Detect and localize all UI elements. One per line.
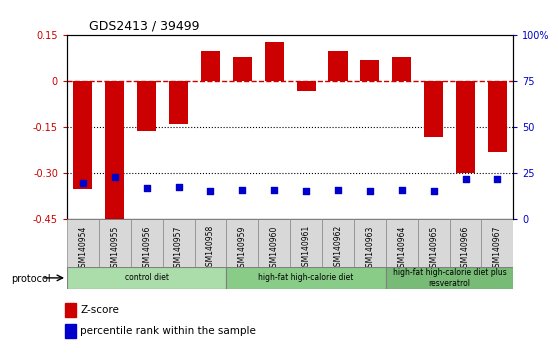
Text: Z-score: Z-score [80, 305, 119, 315]
Text: GSM140967: GSM140967 [493, 225, 502, 272]
Text: GSM140957: GSM140957 [174, 225, 183, 272]
Text: percentile rank within the sample: percentile rank within the sample [80, 326, 256, 336]
Bar [296, 81, 316, 91]
Bar [418, 219, 450, 267]
Point [79, 180, 88, 185]
Bar [329, 51, 348, 81]
Bar [233, 57, 252, 81]
Bar [386, 219, 418, 267]
Bar [99, 219, 131, 267]
Text: control diet: control diet [124, 273, 169, 282]
Bar [137, 81, 156, 131]
Bar [131, 219, 162, 267]
Text: GSM140954: GSM140954 [79, 225, 88, 272]
Bar [424, 81, 443, 137]
Text: GSM140966: GSM140966 [461, 225, 470, 272]
Bar [65, 303, 76, 317]
Bar [322, 219, 354, 267]
Point [142, 185, 151, 191]
Point [110, 174, 119, 180]
Bar [386, 267, 513, 289]
Bar [67, 219, 99, 267]
Bar [354, 219, 386, 267]
Text: GSM140955: GSM140955 [110, 225, 119, 272]
Bar [201, 51, 220, 81]
Point [397, 188, 406, 193]
Bar [392, 57, 411, 81]
Point [238, 188, 247, 193]
Bar [195, 219, 227, 267]
Text: GSM140958: GSM140958 [206, 225, 215, 272]
Bar [482, 219, 513, 267]
Text: GSM140959: GSM140959 [238, 225, 247, 272]
Point [334, 187, 343, 193]
Bar [162, 219, 195, 267]
Point [365, 188, 374, 194]
Text: GSM140963: GSM140963 [365, 225, 374, 272]
Bar [227, 267, 386, 289]
Text: protocol: protocol [11, 274, 51, 284]
Text: GSM140965: GSM140965 [429, 225, 438, 272]
Point [493, 176, 502, 182]
Point [174, 184, 183, 190]
Text: GSM140962: GSM140962 [334, 225, 343, 272]
Bar [488, 81, 507, 152]
Bar [105, 81, 124, 235]
Bar [258, 219, 290, 267]
Text: high-fat high-calorie diet: high-fat high-calorie diet [258, 273, 354, 282]
Text: high-fat high-calorie diet plus
resveratrol: high-fat high-calorie diet plus resverat… [393, 268, 507, 287]
Bar [450, 219, 482, 267]
Bar [290, 219, 322, 267]
Text: GDS2413 / 39499: GDS2413 / 39499 [89, 20, 200, 33]
Text: GSM140964: GSM140964 [397, 225, 406, 272]
Point [270, 188, 278, 193]
Point [461, 176, 470, 182]
Point [429, 188, 438, 194]
Point [302, 188, 311, 194]
Bar [264, 41, 284, 81]
Bar [456, 81, 475, 173]
Text: GSM140960: GSM140960 [270, 225, 278, 272]
Bar [65, 324, 76, 338]
Bar [73, 81, 93, 189]
Bar [360, 60, 379, 81]
Point [206, 188, 215, 194]
Text: GSM140961: GSM140961 [302, 225, 311, 272]
Bar [169, 81, 188, 124]
Bar [227, 219, 258, 267]
Text: GSM140956: GSM140956 [142, 225, 151, 272]
Bar [67, 267, 227, 289]
